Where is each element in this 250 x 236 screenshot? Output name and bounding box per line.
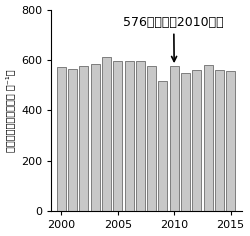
Bar (215, 70, 224, 211)
Bar (113, 60, 122, 211)
Bar (91, 64, 100, 211)
Y-axis label: 廃業窒素の量（万トン 年⁻¹）: 廃業窒素の量（万トン 年⁻¹） (6, 69, 16, 152)
Bar (136, 61, 145, 211)
Bar (80, 66, 88, 211)
Bar (102, 58, 111, 211)
Bar (57, 67, 66, 211)
Bar (68, 69, 77, 211)
Bar (158, 81, 168, 211)
Bar (192, 70, 201, 211)
Bar (170, 66, 179, 211)
Bar (124, 60, 134, 211)
Text: 576万トン（2010年）: 576万トン（2010年） (124, 16, 224, 61)
Bar (226, 71, 235, 211)
Bar (204, 65, 212, 211)
Bar (147, 66, 156, 211)
Bar (181, 73, 190, 211)
